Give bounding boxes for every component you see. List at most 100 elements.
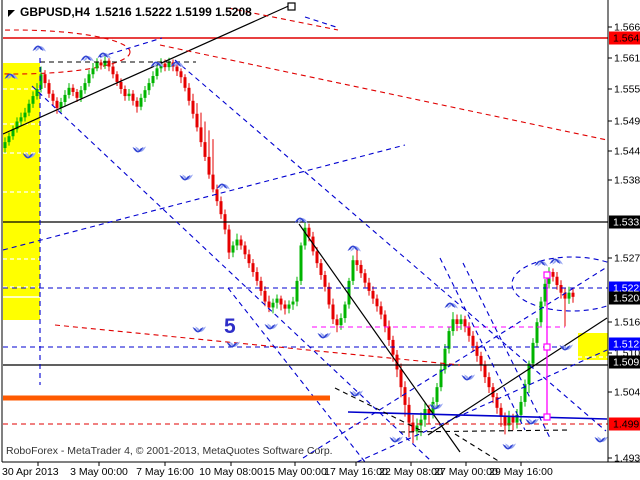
fractal-arrow (525, 419, 537, 425)
magenta-handle[interactable] (543, 343, 551, 351)
candle-body (251, 263, 255, 273)
fractal-down-icon (349, 390, 364, 397)
blue-channel-b[interactable] (174, 59, 607, 432)
candle (19, 112, 23, 126)
fractal-arrow-shadow (297, 218, 309, 224)
candle (63, 90, 67, 107)
red-channel-short[interactable] (227, 7, 339, 31)
blue-steep-b[interactable] (462, 262, 551, 439)
blue-channel-a[interactable] (31, 85, 431, 461)
blue-rising-b[interactable] (302, 266, 608, 459)
candle (67, 83, 71, 99)
candle-body (175, 66, 179, 72)
dashed-ellipse[interactable] (0, 29, 131, 75)
candle-body (207, 156, 211, 175)
candle-body (31, 96, 35, 104)
candle-body (235, 239, 239, 246)
price-badge-bg (609, 355, 640, 369)
candle (451, 312, 455, 336)
candle (235, 233, 239, 251)
candle-body (359, 264, 363, 274)
candle (531, 338, 535, 368)
candle-body (291, 301, 295, 305)
candle-body (159, 63, 163, 69)
black-dashed-diag-1[interactable] (334, 387, 421, 431)
fractal-arrow (461, 375, 473, 381)
magenta-handle[interactable] (543, 271, 551, 279)
fractal-arrow (80, 55, 92, 61)
blue-rising-c[interactable] (356, 349, 608, 462)
fractal-arrow-shadow (173, 62, 185, 68)
support-blue-line[interactable] (347, 411, 608, 420)
black-dashed-bottom[interactable] (399, 429, 571, 433)
fractal-arrow-shadow (100, 53, 112, 59)
price-badge-label: 1.5332 (613, 217, 640, 229)
candle-body (119, 81, 123, 89)
fractal-down-icon (132, 146, 147, 153)
candle-body (155, 68, 159, 77)
candle (191, 93, 195, 119)
candle-body (295, 280, 299, 302)
candle-body (215, 189, 219, 202)
fractal-down-icon (594, 436, 608, 443)
yellow-zone[interactable] (578, 333, 609, 360)
fractal-arrow (4, 73, 16, 79)
fractal-down-icon (192, 326, 207, 333)
candle-body (363, 273, 367, 283)
blue-top-segment[interactable] (304, 16, 337, 28)
candle-body (511, 416, 515, 423)
red-channel-lower[interactable] (54, 324, 461, 366)
trendline-handle[interactable] (287, 2, 296, 11)
fractal-arrow-shadow (392, 436, 404, 442)
chart-marker-icon (8, 9, 15, 17)
candle-body (19, 117, 23, 122)
candle-body (435, 387, 439, 402)
candle (139, 93, 143, 111)
time-tick-label: 17 May 16:00 (324, 466, 388, 478)
time-tick-label: 27 May 00:00 (434, 466, 498, 478)
price-axis[interactable]: 1.5665 1.5610 1.5555 1.5495 1.5440 1.5385 1.52… (608, 22, 640, 465)
blue-rising-a[interactable] (3, 144, 406, 251)
candle (283, 300, 287, 315)
candle-body (427, 409, 431, 414)
candle-body (275, 298, 279, 303)
fractal-down-icon (502, 443, 517, 450)
price-badge-bg (609, 31, 640, 45)
candle-body (55, 100, 59, 108)
black-dashed-diag-2[interactable] (454, 433, 501, 462)
magenta-handle[interactable] (543, 413, 551, 421)
red-channel-upper[interactable] (159, 44, 608, 141)
time-tick-label: 10 May 08:00 (199, 466, 263, 478)
blue-title-segment[interactable] (99, 37, 163, 58)
candle (83, 78, 87, 94)
candle-body (411, 422, 415, 432)
fractal-arrow (534, 260, 546, 266)
price-badge: 1.5123 (609, 337, 640, 351)
candle-body (287, 304, 291, 309)
candle-body (27, 103, 31, 113)
blue-steep-a[interactable] (439, 257, 526, 431)
candle (27, 99, 31, 117)
fractal-up-icon (294, 217, 309, 224)
candle-body (343, 304, 347, 319)
candle (15, 117, 19, 133)
candle-body (203, 142, 207, 157)
fractal-up-icon (32, 45, 47, 52)
candle (347, 277, 351, 309)
candle (411, 414, 415, 444)
fractal-arrow (97, 52, 109, 58)
time-axis[interactable]: 30 Apr 2013 3 May 00:00 7 May 16:00 10 May … (2, 462, 553, 478)
title-ohlc-values: 1.5216 1.5222 1.5199 1.5208 (95, 5, 252, 19)
price-tick-label: 1.5385 (614, 175, 640, 187)
time-tick-label: 22 May 08:00 (379, 466, 443, 478)
candle (519, 396, 523, 423)
candle (183, 74, 187, 92)
trendline-rising-left[interactable] (3, 3, 294, 135)
fractal-arrow (216, 183, 228, 189)
fractal-arrow-shadow (229, 341, 241, 347)
price-tick-label: 1.5160 (614, 317, 640, 329)
candle (331, 298, 335, 324)
candle-body (367, 282, 371, 291)
candle (499, 403, 503, 427)
